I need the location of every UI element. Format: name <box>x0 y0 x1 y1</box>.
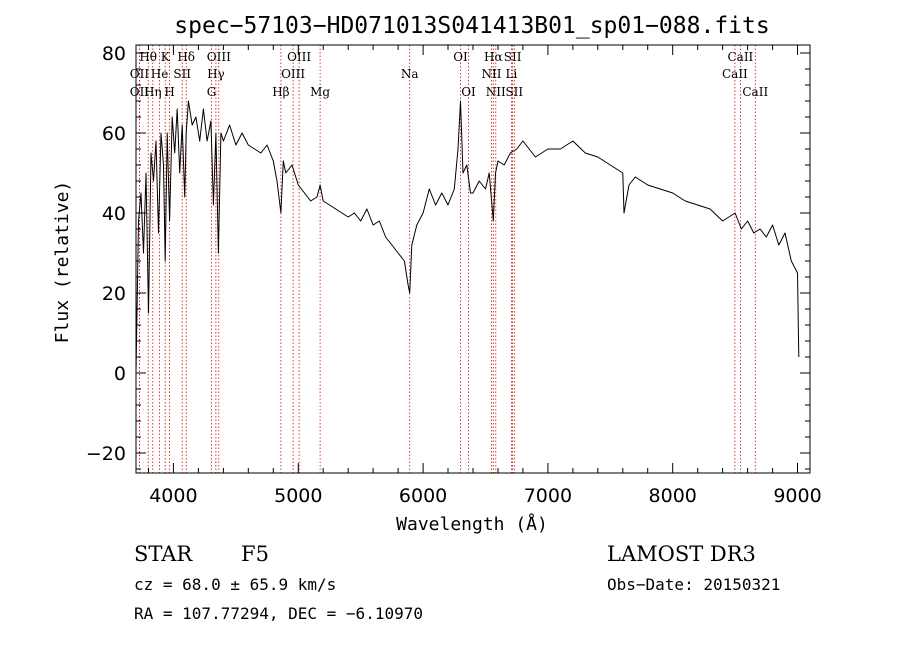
line-label-15: Mg <box>310 85 330 99</box>
y-tick-label-0: −20 <box>86 443 126 465</box>
line-label-4: He <box>151 67 169 81</box>
line-label-23: NII <box>486 85 506 99</box>
redshift-cz: cz = 68.0 ± 65.9 km/s <box>134 575 336 594</box>
y-tick-label-1: 0 <box>114 363 126 385</box>
spectrum-series <box>135 100 800 374</box>
x-axis: 4000 5000 6000 7000 8000 9000 <box>148 45 822 507</box>
coordinates: RA = 107.77294, DEC = −6.10970 <box>134 604 423 623</box>
line-markers <box>138 45 756 473</box>
observation-date: Obs−Date: 20150321 <box>607 575 780 594</box>
line-label-0: Hθ <box>139 50 157 64</box>
line-label-9: OIII <box>207 50 231 64</box>
spectrum-line <box>135 100 800 374</box>
line-label-20: SII <box>504 50 522 64</box>
line-label-16: Na <box>401 67 419 81</box>
line-label-17: OI <box>453 50 468 64</box>
y-axis: −20 0 20 40 60 80 <box>86 43 810 470</box>
line-label-22: Li <box>505 67 517 81</box>
chart-title: spec−57103−HD071013S041413B01_sp01−088.f… <box>174 13 769 39</box>
y-tick-label-3: 40 <box>102 203 126 225</box>
line-label-11: G <box>207 85 217 99</box>
x-tick-label-7000: 7000 <box>524 485 572 507</box>
line-label-8: Hδ <box>177 50 195 64</box>
survey-name: LAMOST DR3 <box>607 542 756 566</box>
object-class: STAR <box>134 542 193 566</box>
y-tick-label-2: 20 <box>102 283 126 305</box>
line-label-6: SII <box>173 67 191 81</box>
y-axis-label: Flux (relative) <box>52 181 73 344</box>
line-label-18: OI <box>461 85 476 99</box>
line-label-12: Hβ <box>272 85 289 99</box>
line-label-13: OIII <box>287 50 311 64</box>
line-label-14: OIII <box>281 67 305 81</box>
line-label-1: OII <box>130 67 150 81</box>
line-label-21: NII <box>482 67 502 81</box>
x-tick-label-5000: 5000 <box>274 485 322 507</box>
x-axis-label: Wavelength (Å) <box>396 513 548 535</box>
line-label-27: CaII <box>742 85 768 99</box>
line-label-2: OII <box>130 85 150 99</box>
line-label-26: CaII <box>722 67 748 81</box>
x-tick-label-9000: 9000 <box>773 485 821 507</box>
line-label-25: CaII <box>727 50 753 64</box>
line-label-5: Hη <box>144 85 162 99</box>
line-label-19: Hα <box>484 50 503 64</box>
line-label-3: K <box>161 50 171 64</box>
object-subclass: F5 <box>241 542 269 566</box>
plot-frame <box>135 44 811 474</box>
x-tick-label-6000: 6000 <box>399 485 447 507</box>
y-tick-label-4: 60 <box>102 123 126 145</box>
y-tick-label-5: 80 <box>102 43 126 65</box>
x-tick-label-4000: 4000 <box>149 485 197 507</box>
line-labels: Hθ OII OII K He Hη SII H Hδ OIII Hγ G Hβ OIII OIII Mg Na… <box>130 50 769 99</box>
line-label-7: H <box>164 85 174 99</box>
line-label-10: Hγ <box>207 67 225 81</box>
x-tick-label-8000: 8000 <box>649 485 697 507</box>
line-label-24: SII <box>505 85 523 99</box>
